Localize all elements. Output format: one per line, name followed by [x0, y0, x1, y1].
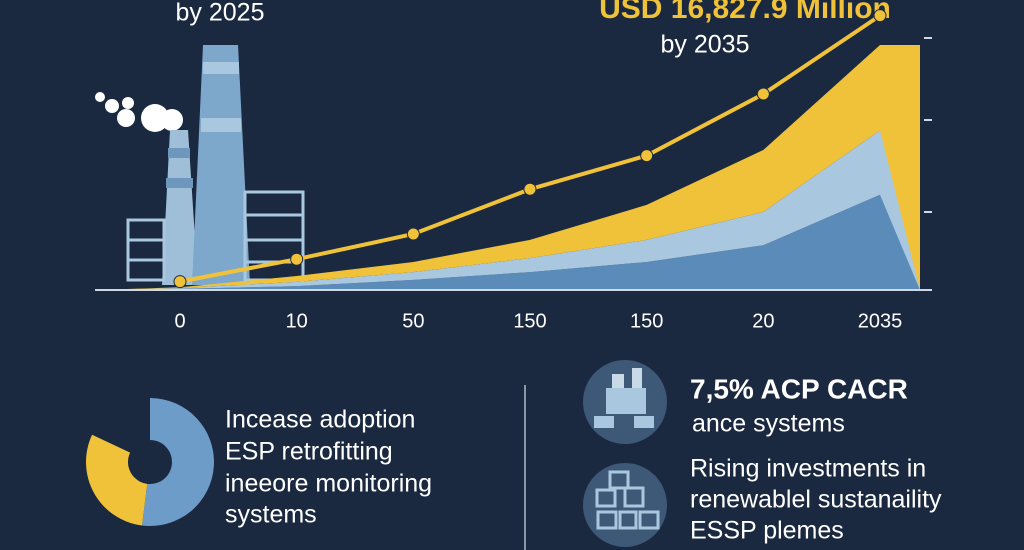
left-text: ESP retrofitting — [225, 438, 393, 466]
item-text: ESSP plemes — [690, 517, 844, 545]
pie-slice — [85, 434, 148, 526]
point — [290, 252, 304, 266]
left-text: ineeore monitoring — [225, 470, 432, 498]
item-title: 7,5% ACP CACR — [690, 373, 908, 404]
x-tick-label: 10 — [286, 310, 308, 332]
item-text: ance systems — [692, 410, 845, 438]
x-tick-label: 0 — [174, 310, 185, 332]
annotation: by 2025 — [176, 0, 265, 27]
point — [756, 87, 770, 101]
point — [406, 227, 420, 241]
x-tick-label: 50 — [402, 310, 424, 332]
area — [95, 130, 920, 290]
left-text: Incease adoption — [225, 406, 415, 434]
factory-illustration — [95, 45, 305, 285]
point — [173, 275, 187, 289]
icon — [583, 360, 667, 547]
point — [640, 149, 654, 163]
pie-slice — [141, 398, 214, 526]
x-tick-label: 2035 — [858, 310, 903, 332]
annotation: USD 16,827.9 Million — [599, 0, 891, 25]
item-text: Rising investments in — [690, 455, 926, 483]
annotation: by 2035 — [661, 31, 750, 59]
item-text: renewablel sustanaility — [690, 486, 942, 514]
area — [95, 45, 920, 290]
area — [95, 194, 920, 290]
point — [523, 182, 537, 196]
point — [873, 9, 887, 23]
x-tick-label: 150 — [513, 310, 546, 332]
left-text: systems — [225, 501, 317, 529]
x-tick-label: 20 — [752, 310, 774, 332]
x-tick-label: 150 — [630, 310, 663, 332]
